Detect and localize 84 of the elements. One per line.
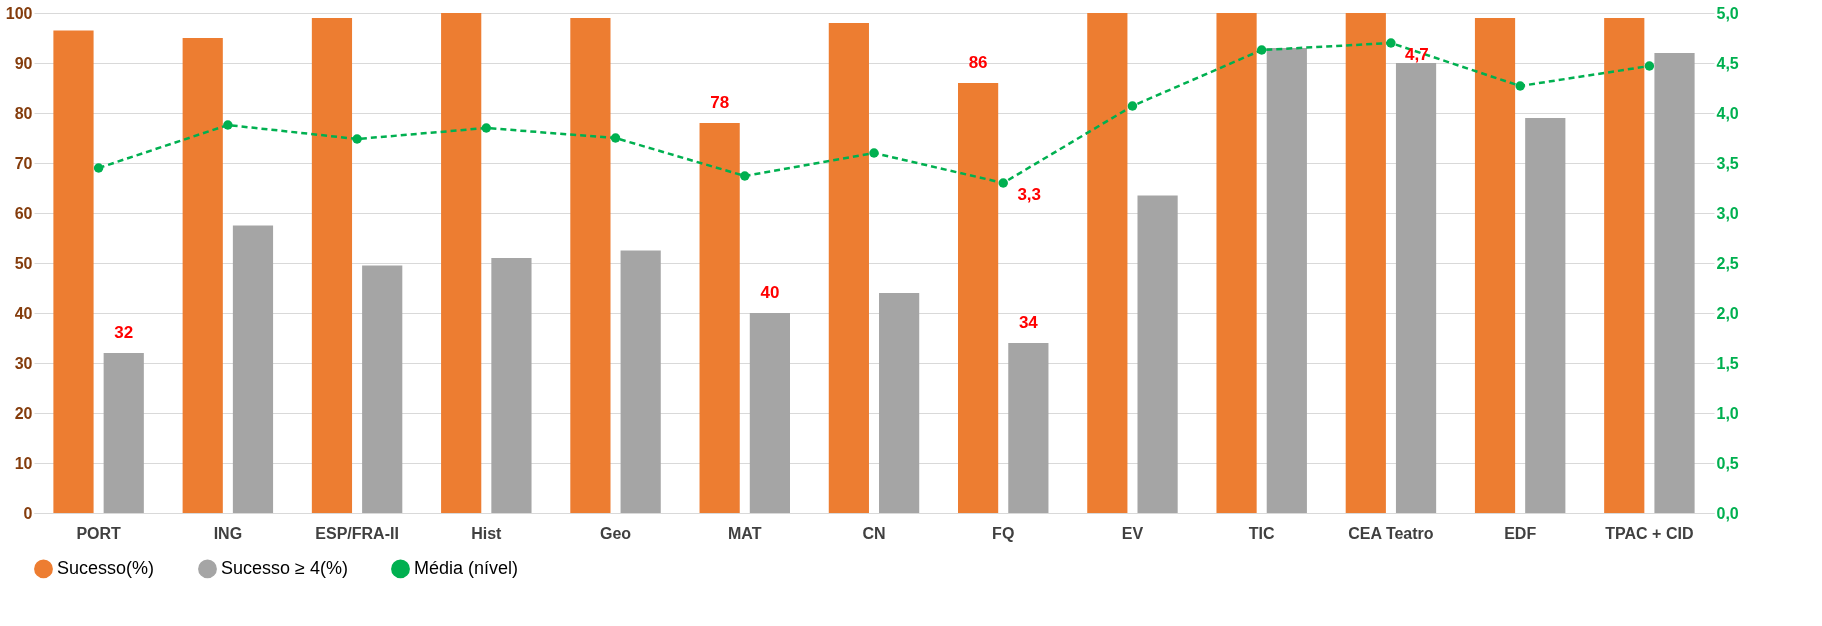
- point: [1644, 61, 1655, 71]
- y-tick-label: 40: [14, 304, 33, 322]
- data-label: 32: [114, 323, 134, 342]
- bar: [491, 258, 532, 513]
- bar: [1266, 48, 1307, 513]
- point: [1127, 101, 1138, 111]
- bar: [699, 123, 740, 513]
- bar: [1137, 195, 1178, 513]
- bar: [620, 250, 661, 513]
- legend-label: Sucesso ≥ 4(%): [221, 557, 348, 578]
- y-tick-label: 70: [14, 154, 33, 172]
- bar: [570, 18, 611, 513]
- y2-tick-label: 5,0: [1716, 4, 1739, 22]
- x-tick-label: EV: [1121, 524, 1144, 542]
- bar: [1008, 343, 1049, 513]
- bar: [311, 18, 353, 513]
- x-tick-label: Hist: [471, 524, 503, 542]
- y2-tick-label: 4,0: [1716, 104, 1739, 122]
- bar: [749, 313, 790, 513]
- point: [1256, 45, 1267, 55]
- data-label: 40: [760, 283, 780, 302]
- data-label: 4,7: [1405, 45, 1429, 64]
- legend-label: Sucesso(%): [57, 557, 155, 578]
- point: [1515, 81, 1525, 91]
- bar: [1395, 63, 1437, 513]
- y2-tick-label: 3,0: [1716, 204, 1739, 222]
- y-tick-label: 80: [14, 104, 33, 122]
- data-label: 3,3: [1017, 185, 1042, 204]
- point: [740, 171, 750, 181]
- y-tick-label: 50: [14, 254, 33, 272]
- y2-tick-label: 2,0: [1716, 304, 1739, 322]
- y2-tick-label: 1,5: [1716, 354, 1739, 372]
- point: [1386, 38, 1396, 48]
- y-tick-label: 100: [5, 4, 33, 22]
- x-tick-label: CEA Teatro: [1348, 524, 1434, 542]
- data-label: 78: [710, 93, 730, 112]
- y2-tick-label: 1,0: [1716, 404, 1739, 422]
- bar: [182, 38, 223, 513]
- bar: [53, 30, 94, 513]
- x-tick-label: ING: [213, 524, 243, 542]
- point: [481, 123, 492, 133]
- bar: [441, 13, 482, 513]
- x-tick-label: MAT: [728, 524, 762, 542]
- bar: [362, 265, 403, 513]
- point: [610, 133, 621, 143]
- y-tick-label: 60: [14, 204, 33, 222]
- x-tick-label: FQ: [992, 524, 1015, 542]
- x-tick-label: CN: [862, 524, 886, 542]
- y-tick-label: 90: [14, 54, 33, 72]
- data-label: 34: [1018, 313, 1039, 332]
- y-tick-label: 0: [23, 504, 33, 522]
- point: [998, 178, 1008, 188]
- bar: [958, 83, 999, 513]
- y2-tick-label: 0,0: [1716, 504, 1739, 522]
- point: [223, 120, 233, 130]
- x-tick-label: PORT: [76, 524, 122, 542]
- point: [869, 148, 879, 158]
- bar: [1345, 13, 1386, 513]
- y-tick-label: 10: [14, 454, 33, 472]
- bar: [828, 23, 869, 513]
- point: [352, 134, 362, 144]
- bar: [1654, 53, 1695, 513]
- point: [93, 163, 104, 173]
- y-tick-label: 30: [14, 354, 33, 372]
- y-tick-label: 20: [14, 404, 33, 422]
- bar: [103, 353, 144, 513]
- bar: [1087, 13, 1128, 513]
- x-tick-label: TPAC + CID: [1605, 524, 1694, 542]
- y2-tick-label: 2,5: [1716, 254, 1739, 272]
- x-tick-label: EDF: [1504, 524, 1537, 542]
- x-tick-label: Geo: [599, 524, 632, 542]
- y2-tick-label: 0,5: [1716, 454, 1739, 472]
- x-tick-label: ESP/FRA-II: [315, 524, 399, 542]
- y2-tick-label: 3,5: [1716, 154, 1739, 172]
- data-label: 86: [968, 53, 988, 72]
- bar: [1474, 18, 1516, 513]
- bar: [232, 225, 274, 513]
- bar: [1525, 118, 1566, 513]
- legend-label: Média (nível): [414, 557, 519, 578]
- x-tick-label: TIC: [1248, 524, 1276, 542]
- bar: [879, 293, 920, 513]
- bar: [1216, 13, 1257, 513]
- y2-tick-label: 4,5: [1716, 54, 1739, 72]
- bar: [1604, 18, 1645, 513]
